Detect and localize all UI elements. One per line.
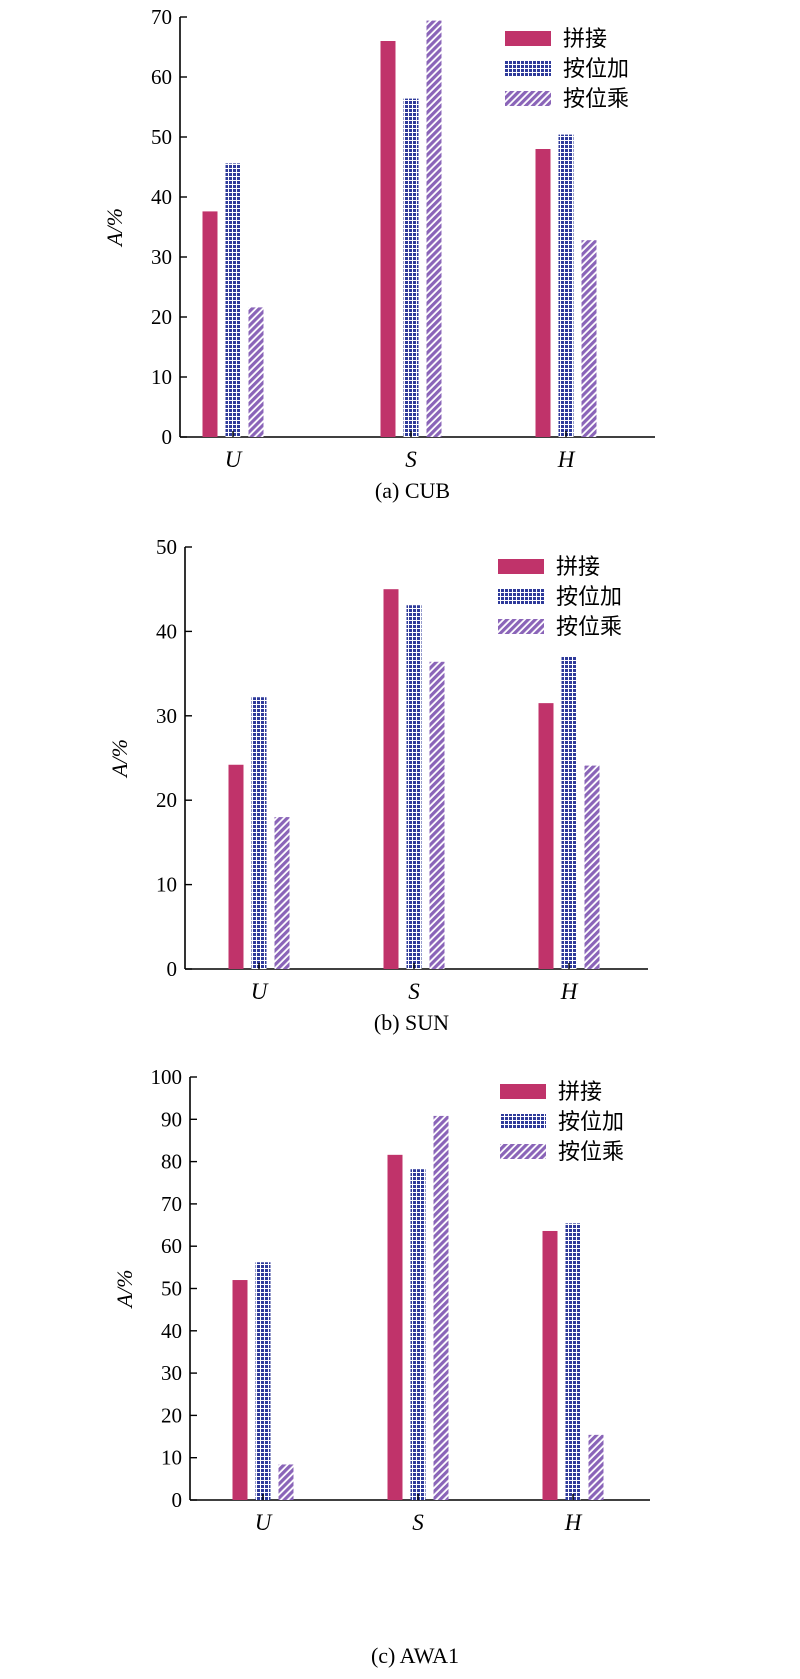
- chart-caption: (a) CUB: [375, 478, 450, 503]
- bar-s-series-3: [426, 20, 442, 437]
- bar-u-series-3: [274, 817, 290, 969]
- y-tick-label: 70: [161, 1192, 182, 1216]
- y-tick-label: 0: [162, 425, 173, 449]
- y-tick-label: 30: [156, 704, 177, 728]
- chart-caption: (c) AWA1: [371, 1643, 459, 1668]
- legend-swatch-series-3: [500, 1144, 546, 1159]
- legend-label-series-1: 拼接: [558, 1080, 602, 1105]
- y-tick-label: 10: [156, 873, 177, 897]
- y-tick-label: 40: [156, 619, 177, 643]
- bar-u-series-3: [248, 307, 264, 437]
- category-label-h: H: [560, 979, 579, 1004]
- y-tick-label: 60: [161, 1234, 182, 1258]
- bar-u-series-2: [225, 163, 241, 437]
- y-tick-label: 50: [151, 125, 172, 149]
- bar-h-series-1: [538, 703, 554, 969]
- category-label-u: U: [225, 447, 243, 472]
- category-label-u: U: [255, 1510, 273, 1535]
- legend-swatch-series-2: [505, 61, 551, 76]
- y-tick-label: 10: [151, 365, 172, 389]
- y-tick-label: 30: [151, 245, 172, 269]
- y-tick-label: 20: [156, 788, 177, 812]
- bar-u-series-1: [232, 1280, 248, 1500]
- bar-h-series-2: [565, 1223, 581, 1500]
- legend-swatch-series-3: [505, 91, 551, 106]
- y-tick-label: 20: [151, 305, 172, 329]
- y-tick-label: 0: [172, 1488, 183, 1512]
- bar-s-series-3: [429, 661, 445, 969]
- y-tick-label: 10: [161, 1446, 182, 1470]
- category-label-h: H: [564, 1510, 583, 1535]
- legend-label-series-3: 按位乘: [556, 615, 622, 640]
- y-tick-label: 40: [151, 185, 172, 209]
- legend-label-series-2: 按位加: [556, 585, 622, 610]
- legend-swatch-series-1: [505, 31, 551, 46]
- bar-h-series-1: [535, 149, 551, 437]
- category-label-s: S: [412, 1510, 424, 1535]
- category-label-s: S: [408, 979, 420, 1004]
- bar-s-series-2: [403, 98, 419, 437]
- category-label-s: S: [405, 447, 417, 472]
- y-axis-label: A/%: [102, 208, 127, 248]
- y-tick-label: 60: [151, 65, 172, 89]
- legend-swatch-series-1: [498, 559, 544, 574]
- bar-u-series-2: [255, 1262, 271, 1500]
- bar-s-series-1: [383, 589, 399, 969]
- y-tick-label: 30: [161, 1361, 182, 1385]
- legend-swatch-series-3: [498, 619, 544, 634]
- bar-h-series-3: [584, 765, 600, 969]
- legend-label-series-1: 拼接: [563, 27, 607, 52]
- bar-h-series-3: [588, 1434, 604, 1500]
- bar-h-series-1: [542, 1230, 558, 1500]
- category-label-u: U: [251, 979, 269, 1004]
- bar-h-series-3: [581, 240, 597, 437]
- legend-label-series-3: 按位乘: [558, 1140, 624, 1165]
- legend-label-series-2: 按位加: [558, 1110, 624, 1135]
- legend-swatch-series-1: [500, 1084, 546, 1099]
- bar-s-series-1: [387, 1154, 403, 1500]
- y-tick-label: 80: [161, 1150, 182, 1174]
- legend-label-series-1: 拼接: [556, 555, 600, 580]
- legend-label-series-2: 按位加: [563, 57, 629, 82]
- chart-panel-awa1: 0 10 20 30 40 50 60 70 80 90 100 U S H A/% (c) AWA1 拼接按位…: [112, 1065, 650, 1668]
- bar-u-series-3: [278, 1464, 294, 1500]
- bar-u-series-1: [228, 764, 244, 969]
- y-tick-label: 20: [161, 1403, 182, 1427]
- bar-s-series-1: [380, 41, 396, 437]
- y-tick-label: 90: [161, 1107, 182, 1131]
- legend-swatch-series-2: [500, 1114, 546, 1129]
- y-tick-label: 0: [167, 957, 178, 981]
- y-tick-label: 40: [161, 1319, 182, 1343]
- bar-u-series-2: [251, 697, 267, 969]
- y-tick-label: 100: [151, 1065, 183, 1089]
- y-axis-label: A/%: [107, 739, 132, 779]
- y-axis-label: A/%: [112, 1270, 137, 1310]
- bar-s-series-3: [433, 1115, 449, 1500]
- y-tick-label: 70: [151, 5, 172, 29]
- legend-label-series-3: 按位乘: [563, 87, 629, 112]
- bar-s-series-2: [410, 1169, 426, 1500]
- bar-h-series-2: [558, 134, 574, 437]
- category-label-h: H: [557, 447, 576, 472]
- bar-u-series-1: [202, 211, 218, 437]
- legend-swatch-series-2: [498, 589, 544, 604]
- y-tick-label: 50: [161, 1277, 182, 1301]
- bar-s-series-2: [406, 605, 422, 969]
- y-tick-label: 50: [156, 535, 177, 559]
- chart-caption: (b) SUN: [374, 1010, 449, 1035]
- bar-h-series-2: [561, 656, 577, 969]
